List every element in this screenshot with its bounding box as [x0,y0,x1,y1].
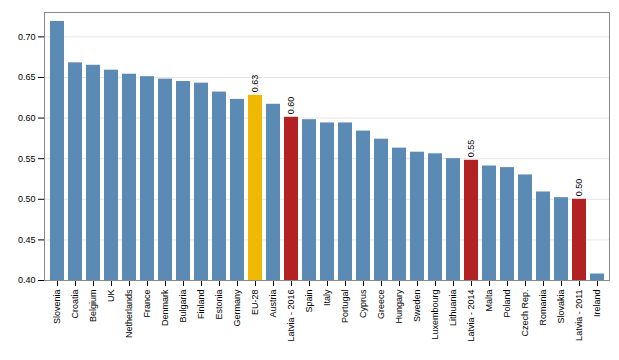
svg-text:Germany: Germany [232,289,242,327]
svg-text:Ireland: Ireland [592,290,602,318]
svg-text:France: France [142,290,152,318]
svg-text:Netherlands: Netherlands [124,289,134,338]
svg-text:Slovenia: Slovenia [52,290,62,325]
svg-text:0.50: 0.50 [18,194,36,204]
svg-text:Latvia - 2014: Latvia - 2014 [466,290,476,342]
svg-text:0.50: 0.50 [574,179,584,197]
svg-text:Latvia - 2016: Latvia - 2016 [286,290,296,342]
svg-text:UK: UK [106,290,116,303]
svg-text:Estonia: Estonia [214,290,224,320]
svg-text:Portugal: Portugal [340,290,350,324]
svg-text:Poland: Poland [502,290,512,318]
svg-text:Latvia - 2011: Latvia - 2011 [574,290,584,341]
svg-text:Spain: Spain [304,290,314,313]
svg-text:Hungary: Hungary [394,289,404,324]
svg-text:Finland: Finland [196,290,206,320]
svg-text:Bulgaria: Bulgaria [178,290,188,323]
svg-text:0.63: 0.63 [250,75,260,93]
svg-text:Romania: Romania [538,290,548,326]
svg-text:0.60: 0.60 [18,113,36,123]
svg-text:Austria: Austria [268,290,278,318]
svg-text:0.65: 0.65 [18,72,36,82]
svg-text:EU-28: EU-28 [250,290,260,316]
svg-text:Lithuania: Lithuania [448,290,458,327]
svg-text:0.60: 0.60 [286,97,296,115]
svg-text:0.55: 0.55 [18,154,36,164]
svg-text:Greece: Greece [376,290,386,320]
svg-text:0.70: 0.70 [18,32,36,42]
svg-text:0.40: 0.40 [18,275,36,285]
svg-text:Czech Rep.: Czech Rep. [520,290,530,337]
svg-text:Sweden: Sweden [412,290,422,323]
svg-text:Slovakia: Slovakia [556,290,566,324]
svg-text:Luxembourg: Luxembourg [430,290,440,340]
svg-text:0.45: 0.45 [18,235,36,245]
svg-text:Denmark: Denmark [160,289,170,326]
svg-text:Belgium: Belgium [88,290,98,323]
svg-text:Cyprus: Cyprus [358,289,368,318]
svg-text:0.55: 0.55 [466,140,476,158]
svg-text:Malta: Malta [484,290,494,312]
svg-text:Italy: Italy [322,289,332,306]
svg-text:Croatia: Croatia [70,290,80,319]
